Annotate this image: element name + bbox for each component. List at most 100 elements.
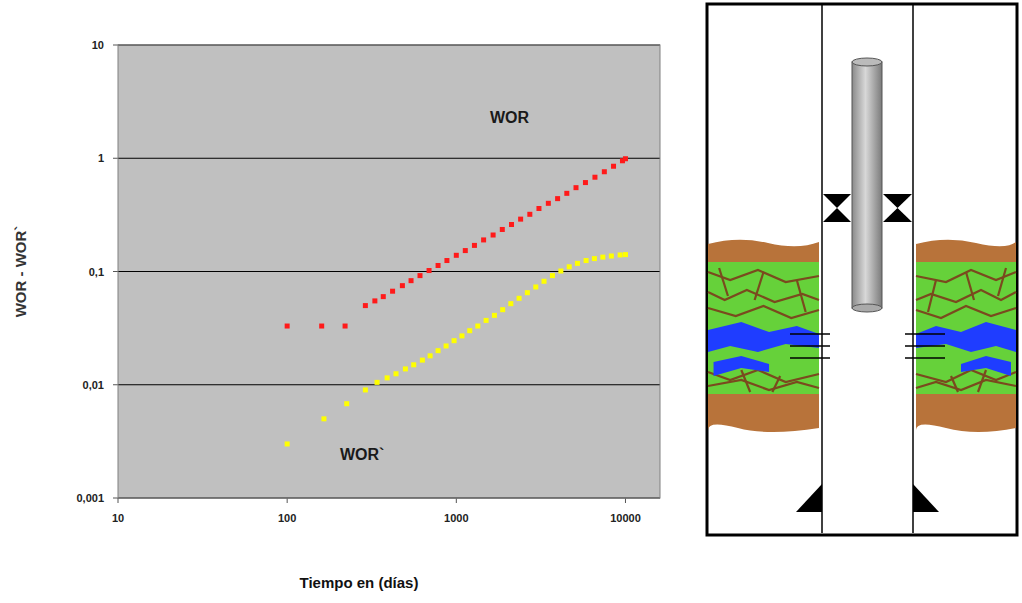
casing-shoe xyxy=(796,484,822,512)
data-point xyxy=(481,237,486,242)
data-point xyxy=(459,333,464,338)
tick-label: 1000 xyxy=(444,512,468,524)
data-point xyxy=(592,256,597,261)
tick-label: 10000 xyxy=(610,512,641,524)
data-point xyxy=(436,263,441,268)
tick-label: 0,1 xyxy=(89,266,104,278)
data-point xyxy=(390,289,395,294)
data-point xyxy=(600,255,605,260)
tick-mark xyxy=(113,271,118,272)
data-point xyxy=(567,264,572,269)
data-point xyxy=(592,175,597,180)
data-point xyxy=(583,180,588,185)
data-point xyxy=(508,301,513,306)
fracture xyxy=(916,380,1016,390)
data-point xyxy=(609,254,614,259)
tick-mark xyxy=(118,498,119,503)
packer xyxy=(883,208,912,222)
plot-frame xyxy=(118,45,660,498)
data-point xyxy=(394,371,399,376)
data-point xyxy=(454,253,459,258)
tick-mark xyxy=(625,498,626,503)
data-point xyxy=(491,233,496,238)
data-point xyxy=(550,273,555,278)
data-point xyxy=(452,338,457,343)
data-point xyxy=(584,258,589,263)
data-point xyxy=(611,164,616,169)
fracture xyxy=(998,268,1006,296)
data-point xyxy=(555,196,560,201)
data-point xyxy=(472,243,477,248)
perforation xyxy=(905,357,945,359)
x-axis-title: Tiempo en (días) xyxy=(300,574,419,591)
water-channel xyxy=(961,356,1011,376)
data-point xyxy=(558,269,563,274)
fracture xyxy=(951,376,958,392)
reservoir xyxy=(708,262,819,396)
data-point xyxy=(363,303,368,308)
reservoir xyxy=(916,262,1016,396)
grid-line xyxy=(118,384,660,385)
fracture xyxy=(928,280,936,312)
data-point xyxy=(500,307,505,312)
casing xyxy=(912,5,914,533)
tubing-top xyxy=(852,58,882,66)
water-channel xyxy=(916,322,1016,352)
data-point xyxy=(484,318,489,323)
data-point xyxy=(475,324,480,329)
data-point xyxy=(500,227,505,232)
y-axis-title: WOR - WOR` xyxy=(12,226,29,318)
data-point xyxy=(517,296,522,301)
data-point xyxy=(381,294,386,299)
data-point xyxy=(385,375,390,380)
data-point xyxy=(427,268,432,273)
fracture xyxy=(755,272,764,300)
tick-mark xyxy=(113,158,118,159)
fracture xyxy=(708,270,819,282)
series-label: WOR xyxy=(490,109,530,126)
tubing-end xyxy=(852,304,882,312)
fracture xyxy=(772,376,780,392)
packer xyxy=(823,194,851,208)
data-point xyxy=(623,252,628,257)
data-point xyxy=(546,201,551,206)
grid-line xyxy=(118,271,660,272)
tick-label: 0,001 xyxy=(76,492,104,504)
fracture xyxy=(708,380,819,390)
data-point xyxy=(509,222,514,227)
tubing xyxy=(852,62,882,308)
tick-mark xyxy=(113,45,118,46)
data-point xyxy=(411,362,416,367)
data-point xyxy=(436,348,441,353)
data-point xyxy=(444,343,449,348)
tick-mark xyxy=(113,498,118,499)
shale-bottom xyxy=(916,394,1016,432)
tick-label: 0,01 xyxy=(83,379,104,391)
data-point xyxy=(492,313,497,318)
tick-label: 10 xyxy=(92,39,104,51)
tick-label: 1 xyxy=(98,152,104,164)
fracture xyxy=(741,370,750,392)
data-point xyxy=(363,387,368,392)
casing xyxy=(821,5,823,533)
perforation xyxy=(905,345,945,347)
diagram-frame xyxy=(707,4,1017,535)
data-point xyxy=(623,156,628,161)
well-diagram xyxy=(707,4,1017,535)
data-point xyxy=(285,441,290,446)
series-label: WOR` xyxy=(340,446,384,463)
casing-shoe xyxy=(913,484,939,512)
perforation xyxy=(905,333,945,335)
tick-label: 100 xyxy=(278,512,296,524)
fracture xyxy=(719,268,728,296)
water-channel xyxy=(714,356,770,376)
packer xyxy=(883,194,912,208)
data-point xyxy=(574,185,579,190)
formation xyxy=(708,240,819,432)
data-point xyxy=(533,284,538,289)
data-point xyxy=(467,328,472,333)
data-point xyxy=(372,298,377,303)
shale-bottom xyxy=(708,394,819,432)
data-point xyxy=(428,353,433,358)
data-point xyxy=(618,252,623,257)
